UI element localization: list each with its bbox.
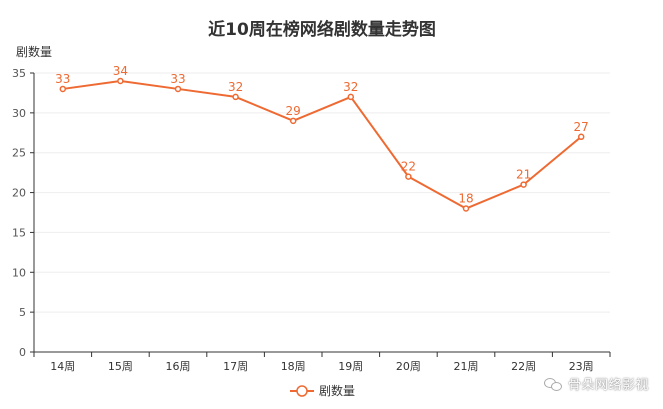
data-point[interactable] (462, 205, 470, 212)
x-tick-label: 22周 (511, 360, 536, 373)
data-label: 34 (113, 64, 128, 78)
data-point[interactable] (117, 77, 124, 85)
watermark-text: 骨朵网络影视 (567, 378, 649, 393)
axes (30, 72, 611, 357)
data-label: 27 (574, 120, 589, 134)
data-point[interactable] (289, 117, 297, 125)
legend[interactable]: 剧数量 (290, 383, 355, 398)
x-tick-label: 14周 (50, 360, 75, 373)
x-tick-label: 15周 (108, 360, 133, 373)
y-tick-labels: 0 5 10 15 20 25 30 35 (12, 67, 26, 359)
data-point[interactable] (520, 181, 527, 188)
data-label: 18 (458, 192, 473, 206)
series-layer: 33 34 33 32 29 32 22 18 21 27 (55, 64, 589, 212)
data-label: 32 (228, 80, 243, 94)
watermark: 骨朵网络影视 (543, 374, 649, 393)
legend-label: 剧数量 (319, 383, 355, 398)
x-tick-label: 18周 (281, 360, 306, 373)
grid-lines (34, 72, 610, 313)
x-tick-label: 16周 (166, 360, 191, 373)
y-tick-label: 25 (12, 147, 26, 160)
data-label: 21 (516, 168, 531, 182)
data-label: 22 (401, 160, 416, 174)
data-label: 33 (55, 72, 70, 86)
x-tick-labels: 14周 15周 16周 17周 18周 19周 20周 21周 22周 23周 (50, 360, 593, 373)
x-tick-label: 23周 (569, 360, 594, 373)
y-tick-label: 20 (12, 187, 26, 200)
legend-marker (296, 385, 308, 397)
data-point[interactable] (405, 173, 412, 180)
y-tick-label: 30 (12, 107, 26, 120)
chart-title: 近10周在榜网络剧数量走势图 (208, 19, 436, 40)
x-tick-label: 20周 (396, 360, 421, 373)
data-point[interactable] (174, 85, 182, 93)
data-point[interactable] (347, 93, 355, 101)
y-tick-label: 15 (12, 226, 26, 239)
y-axis-label: 剧数量 (16, 44, 52, 59)
data-label: 32 (343, 80, 358, 94)
data-label: 33 (170, 72, 185, 86)
y-tick-label: 35 (12, 67, 26, 80)
y-tick-label: 10 (12, 266, 26, 279)
x-tick-label: 21周 (454, 360, 479, 373)
data-point[interactable] (577, 133, 585, 141)
y-tick-label: 5 (19, 306, 26, 319)
y-tick-label: 0 (19, 346, 26, 359)
data-point[interactable] (59, 85, 67, 93)
data-label: 29 (286, 104, 301, 118)
data-point[interactable] (232, 93, 239, 101)
x-tick-label: 19周 (338, 360, 363, 373)
series-line (62, 79, 582, 210)
wechat-icon (543, 377, 562, 391)
x-tick-label: 17周 (223, 360, 248, 373)
